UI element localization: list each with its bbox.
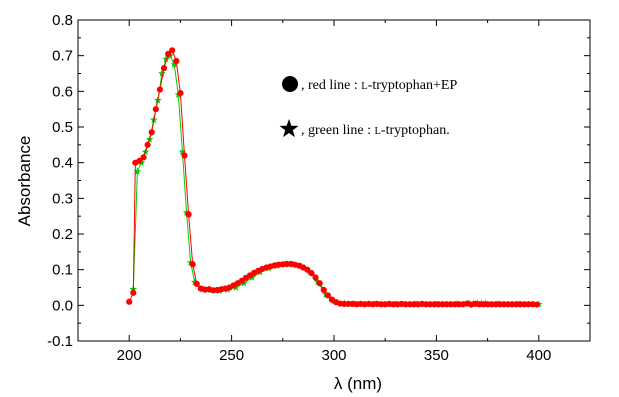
series-layer	[126, 47, 543, 308]
data-point-star	[170, 60, 179, 68]
y-tick-label: -0.1	[47, 333, 73, 350]
y-tick-label: 0.4	[52, 155, 73, 172]
data-point-circle	[181, 152, 188, 159]
y-tick-label: 0.3	[52, 190, 73, 207]
x-tick-label: 400	[526, 347, 551, 364]
data-point-circle	[152, 106, 159, 113]
data-point-circle	[324, 292, 331, 299]
y-tick-label: 0.6	[52, 83, 73, 100]
data-point-circle	[193, 280, 200, 288]
series-red	[126, 47, 540, 308]
legend-star-marker	[279, 119, 299, 138]
data-point-circle	[320, 286, 327, 294]
y-tick-label: 0.8	[52, 12, 73, 29]
data-point-circle	[148, 129, 155, 136]
data-point-circle	[316, 280, 323, 287]
data-point-circle	[140, 154, 147, 161]
legend-prefix-red: , red line :	[301, 78, 361, 93]
data-point-circle	[126, 298, 133, 305]
data-point-star	[158, 69, 166, 77]
data-point-circle	[130, 289, 137, 296]
data-point-circle	[304, 266, 311, 273]
data-point-circle	[160, 65, 168, 72]
legend: , red line : l-tryptophan+EP , green lin…	[279, 76, 457, 138]
y-tick-label: 0.7	[52, 48, 73, 65]
data-point-circle	[533, 301, 540, 308]
legend-name-red: -tryptophan+EP	[368, 78, 458, 93]
data-point-star	[133, 167, 142, 175]
plot-border	[77, 19, 591, 342]
legend-entry-red: , red line : l-tryptophan+EP	[282, 76, 457, 93]
x-tick-label: 200	[117, 347, 142, 364]
data-point-star	[162, 55, 170, 63]
y-tick-label: 0.5	[52, 119, 73, 136]
data-point-circle	[185, 211, 192, 218]
data-point-circle	[312, 274, 319, 281]
x-axis-title: λ (nm)	[334, 374, 382, 393]
legend-circle-marker	[282, 76, 298, 92]
legend-name-sc-green: l	[374, 126, 380, 137]
svg-text:, green line : l-tryptophan.: , green line : l-tryptophan.	[301, 123, 450, 138]
svg-text:, red line : l-tryptophan+EP: , red line : l-tryptophan+EP	[301, 78, 457, 93]
tick-labels: 200 250 300 350 400 -0.1 0.0 0.1 0.2 0.3 0.4 0.5 0.6…	[47, 12, 551, 364]
data-point-circle	[173, 57, 180, 65]
y-tick-label: 0.0	[52, 297, 73, 314]
x-tick-label: 300	[321, 347, 346, 364]
y-tick-label: 0.1	[52, 262, 73, 279]
y-axis-title: Absorbance	[15, 136, 34, 227]
data-point-circle	[177, 90, 184, 97]
data-point-circle	[189, 261, 196, 268]
legend-entry-green: , green line : l-tryptophan.	[279, 119, 450, 138]
data-point-circle	[156, 86, 164, 93]
data-point-circle	[165, 50, 172, 57]
data-point-circle	[144, 141, 151, 148]
data-point-circle	[169, 47, 176, 54]
legend-name-green: -tryptophan.	[381, 123, 450, 138]
y-tick-label: 0.2	[52, 226, 73, 243]
data-point-circle	[136, 157, 143, 164]
legend-name-sc-red: l	[361, 81, 367, 92]
axis-ticks	[78, 19, 590, 342]
x-tick-label: 250	[219, 347, 244, 364]
legend-prefix-green: , green line :	[301, 123, 374, 138]
plot-frame	[77, 19, 591, 342]
data-point-star	[178, 147, 187, 156]
data-point-circle	[308, 270, 315, 277]
x-tick-label: 350	[424, 347, 449, 364]
